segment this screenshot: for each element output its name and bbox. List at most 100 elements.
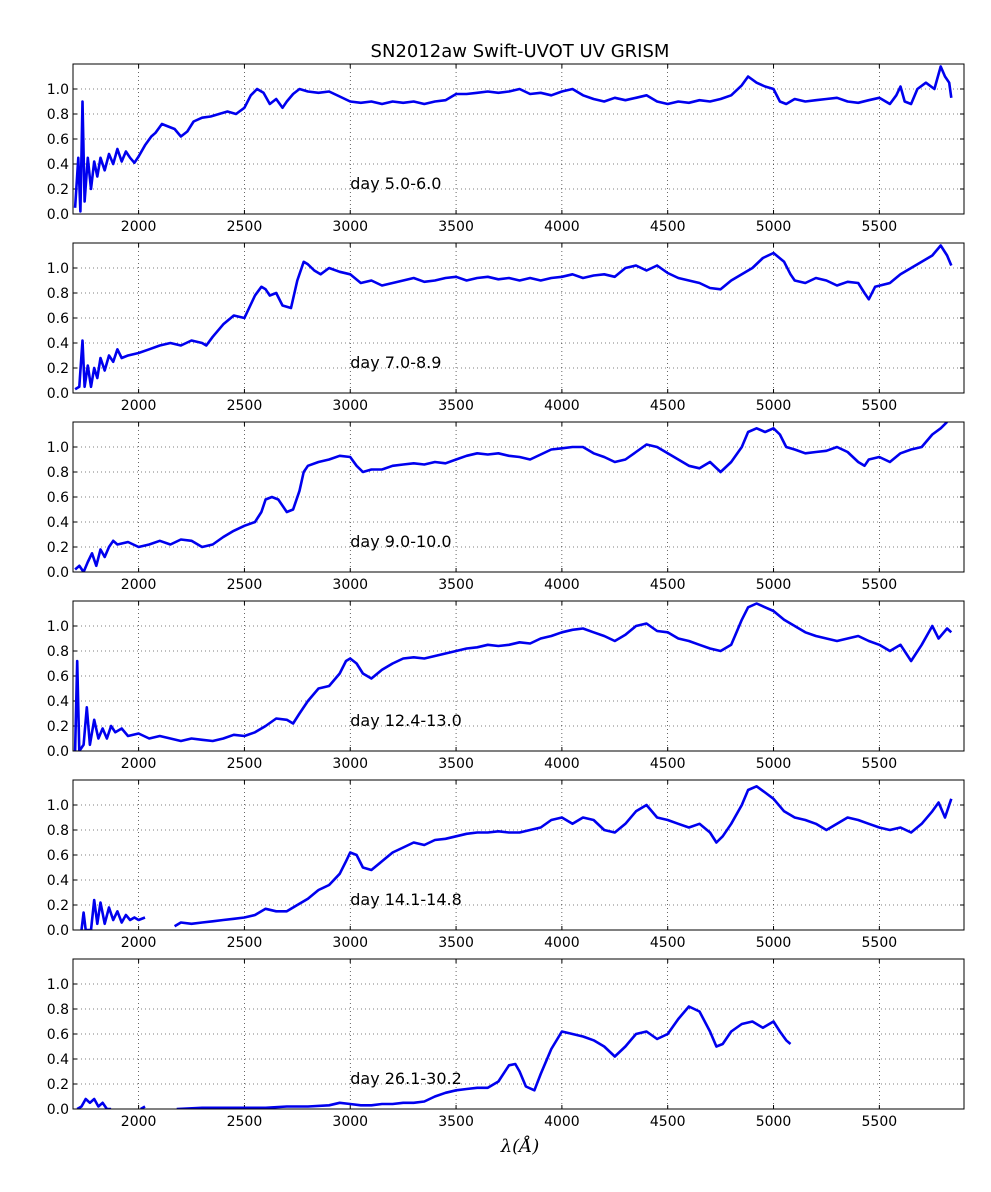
x-tick-label: 5500 — [862, 398, 898, 414]
spectrum-line — [176, 1005, 792, 1109]
y-tick-label: 0.4 — [47, 694, 69, 710]
y-tick-label: 0.6 — [47, 1027, 69, 1043]
y-tick-label: 1.0 — [47, 82, 69, 98]
x-tick-label: 5500 — [862, 577, 898, 593]
x-axis-label: λ(Å) — [500, 1135, 539, 1157]
axes-frame — [72, 63, 965, 215]
x-tick-label: 2500 — [227, 756, 263, 772]
x-tick-label: 3500 — [438, 577, 474, 593]
day-annotation: day 7.0-8.9 — [350, 353, 441, 372]
y-tick-label: 0.8 — [47, 465, 69, 481]
day-annotation: day 5.0-6.0 — [350, 174, 441, 193]
y-tick-label: 0.2 — [47, 182, 69, 198]
x-tick-label: 4500 — [650, 1114, 686, 1130]
x-tick-label: 5500 — [862, 935, 898, 951]
x-tick-label: 4500 — [650, 577, 686, 593]
axes-frame — [72, 779, 965, 931]
x-tick-label: 5000 — [756, 219, 792, 235]
x-tick-label: 5000 — [756, 398, 792, 414]
spectrum-panel: 2000 2500 3000 3500 4000 4500 5000 5500 0.0 0.2 0.… — [47, 779, 965, 951]
y-tick-label: 0.0 — [47, 565, 69, 581]
x-tick-label: 5000 — [756, 1114, 792, 1130]
spectrum-line — [76, 1097, 112, 1109]
spectrum-panel: 2000 2500 3000 3500 4000 4500 5000 5500 0.0 0.2 0.… — [47, 421, 965, 593]
spectrum-line — [173, 785, 953, 928]
y-tick-label: 0.2 — [47, 898, 69, 914]
y-tick-label: 0.2 — [47, 540, 69, 556]
x-tick-label: 2500 — [227, 577, 263, 593]
spectrum-line — [73, 602, 953, 751]
spectrum-panel: 2000 2500 3000 3500 4000 4500 5000 5500 0.0 0.2 0.… — [47, 242, 965, 414]
x-tick-label: 2500 — [227, 1114, 263, 1130]
y-tick-label: 1.0 — [47, 440, 69, 456]
y-tick-label: 0.4 — [47, 1052, 69, 1068]
x-tick-label: 5000 — [756, 935, 792, 951]
x-tick-label: 4500 — [650, 398, 686, 414]
spectrum-panel: 2000 2500 3000 3500 4000 4500 5000 5500 0.0 0.2 0.… — [47, 958, 965, 1130]
axes-frame — [72, 600, 965, 752]
y-tick-label: 0.8 — [47, 644, 69, 660]
x-tick-label: 5500 — [862, 219, 898, 235]
y-tick-label: 0.6 — [47, 311, 69, 327]
axes-frame — [72, 242, 965, 394]
y-tick-label: 0.0 — [47, 1102, 69, 1118]
x-tick-label: 4500 — [650, 935, 686, 951]
x-tick-label: 4000 — [544, 1114, 580, 1130]
x-tick-label: 5500 — [862, 756, 898, 772]
x-tick-label: 2000 — [121, 219, 157, 235]
x-tick-label: 2000 — [121, 935, 157, 951]
y-tick-label: 0.0 — [47, 386, 69, 402]
x-tick-label: 3000 — [332, 398, 368, 414]
y-tick-label: 0.4 — [47, 157, 69, 173]
x-tick-label: 2000 — [121, 756, 157, 772]
day-annotation: day 9.0-10.0 — [350, 532, 451, 551]
y-tick-label: 0.8 — [47, 107, 69, 123]
spectrum-line — [74, 244, 953, 391]
x-tick-label: 2000 — [121, 1114, 157, 1130]
spectrum-panels: 2000 2500 3000 3500 4000 4500 5000 5500 0.0 0.2 0.… — [47, 63, 965, 1130]
x-tick-label: 3500 — [438, 756, 474, 772]
y-tick-label: 0.6 — [47, 848, 69, 864]
x-tick-label: 2500 — [227, 219, 263, 235]
y-tick-label: 0.0 — [47, 744, 69, 760]
axes-frame — [72, 958, 965, 1110]
axes-frame — [72, 421, 965, 573]
x-tick-label: 3000 — [332, 756, 368, 772]
spectrum-panel: 2000 2500 3000 3500 4000 4500 5000 5500 0.0 0.2 0.… — [47, 600, 965, 772]
x-tick-label: 3000 — [332, 1114, 368, 1130]
x-tick-label: 4000 — [544, 219, 580, 235]
x-tick-label: 3000 — [332, 219, 368, 235]
y-tick-label: 0.4 — [47, 515, 69, 531]
x-tick-label: 3500 — [438, 219, 474, 235]
x-tick-label: 5000 — [756, 577, 792, 593]
y-tick-label: 0.6 — [47, 132, 69, 148]
x-tick-label: 4000 — [544, 577, 580, 593]
y-tick-label: 0.0 — [47, 923, 69, 939]
day-annotation: day 26.1-30.2 — [350, 1069, 462, 1088]
day-annotation: day 12.4-13.0 — [350, 711, 462, 730]
spectrum-line — [80, 898, 146, 930]
y-tick-label: 0.4 — [47, 336, 69, 352]
x-tick-label: 4500 — [650, 756, 686, 772]
y-tick-label: 0.2 — [47, 1077, 69, 1093]
x-tick-label: 4000 — [544, 756, 580, 772]
y-tick-label: 1.0 — [47, 619, 69, 635]
y-tick-label: 0.6 — [47, 490, 69, 506]
x-tick-label: 2000 — [121, 577, 157, 593]
x-tick-label: 2500 — [227, 935, 263, 951]
x-tick-label: 2000 — [121, 398, 157, 414]
x-tick-label: 3500 — [438, 1114, 474, 1130]
y-tick-label: 0.4 — [47, 873, 69, 889]
y-tick-label: 0.8 — [47, 823, 69, 839]
x-tick-label: 4500 — [650, 219, 686, 235]
x-tick-label: 5500 — [862, 1114, 898, 1130]
x-tick-label: 3500 — [438, 935, 474, 951]
y-tick-label: 0.8 — [47, 286, 69, 302]
x-tick-label: 4000 — [544, 935, 580, 951]
day-annotation: day 14.1-14.8 — [350, 890, 462, 909]
y-tick-label: 0.2 — [47, 719, 69, 735]
y-tick-label: 1.0 — [47, 977, 69, 993]
x-tick-label: 4000 — [544, 398, 580, 414]
y-tick-label: 0.8 — [47, 1002, 69, 1018]
